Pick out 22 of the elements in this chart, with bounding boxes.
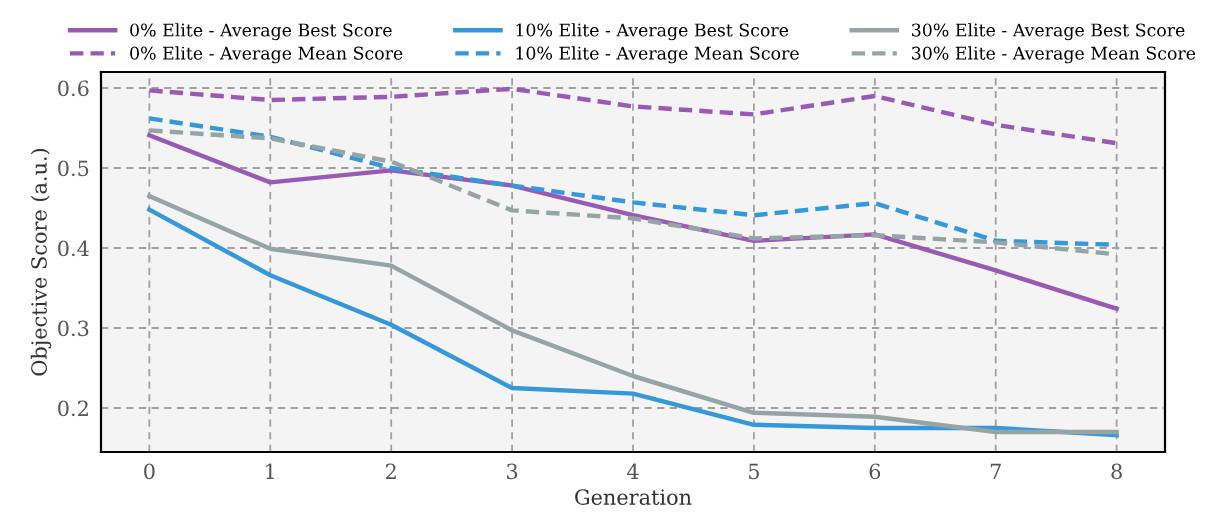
x-tick-label: 0 — [144, 463, 155, 480]
legend-label: 0% Elite - Average Best Score — [130, 23, 392, 41]
legend-label: 30% Elite - Average Mean Score — [912, 46, 1196, 64]
y-tick-label: 0.2 — [58, 400, 88, 417]
x-tick-label: 4 — [627, 463, 639, 479]
legend-label: 30% Elite - Average Best Score — [912, 23, 1185, 41]
legend-label: 10% Elite - Average Best Score — [516, 23, 789, 41]
y-axis-title: Objective Score (a.u.) — [30, 148, 52, 376]
legend-label: 10% Elite - Average Mean Score — [516, 46, 799, 64]
y-tick-label: 0.4 — [58, 240, 89, 257]
legend-label: 0% Elite - Average Mean Score — [130, 46, 403, 64]
x-tick-label: 8 — [1111, 463, 1122, 480]
y-tick-label: 0.5 — [58, 160, 89, 177]
y-tick-label: 0.3 — [58, 320, 89, 337]
x-tick-label: 2 — [385, 463, 396, 479]
y-tick-label: 0.6 — [58, 80, 89, 97]
x-axis-title: Generation — [575, 489, 692, 505]
x-tick-label: 3 — [507, 463, 518, 480]
x-tick-label: 5 — [749, 463, 759, 480]
x-tick-label: 7 — [990, 463, 1001, 479]
x-tick-label: 6 — [869, 463, 881, 480]
x-tick-label: 1 — [266, 463, 274, 479]
